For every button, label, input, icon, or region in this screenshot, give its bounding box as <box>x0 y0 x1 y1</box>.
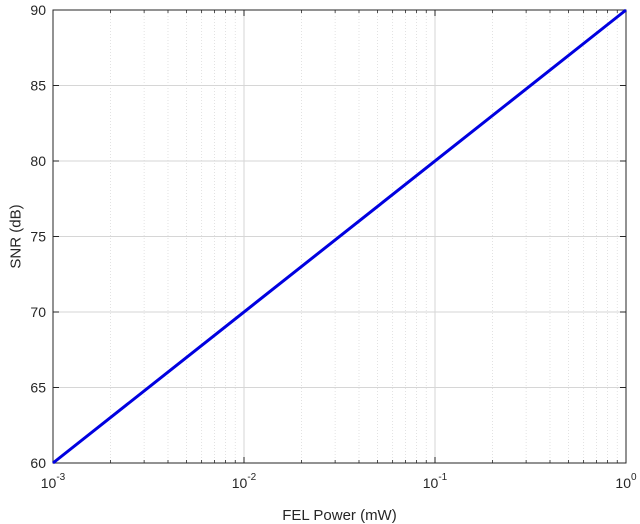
y-tick-label: 65 <box>30 380 46 396</box>
series-layer <box>52 8 627 465</box>
series-line <box>52 8 627 465</box>
y-tick-label: 70 <box>30 304 46 320</box>
y-axis-label: SNR (dB) <box>7 204 24 268</box>
y-tick-label: 60 <box>30 455 46 471</box>
y-tick-label: 80 <box>30 153 46 169</box>
x-axis-label: FEL Power (mW) <box>282 507 396 524</box>
y-tick-label: 90 <box>30 2 46 18</box>
x-tick-labels: 10-3 10-2 10-1 100 <box>41 472 637 491</box>
y-tick-label: 85 <box>30 78 46 94</box>
y-tick-labels: 60 65 70 75 80 85 90 <box>30 2 46 471</box>
x-tick-label: 10-1 <box>423 472 448 491</box>
y-tick-label: 75 <box>30 229 46 245</box>
axis-ticks <box>52 9 627 464</box>
x-tick-label: 100 <box>615 472 637 491</box>
x-tick-label: 10-2 <box>232 472 257 491</box>
x-tick-label: 10-3 <box>41 472 66 491</box>
